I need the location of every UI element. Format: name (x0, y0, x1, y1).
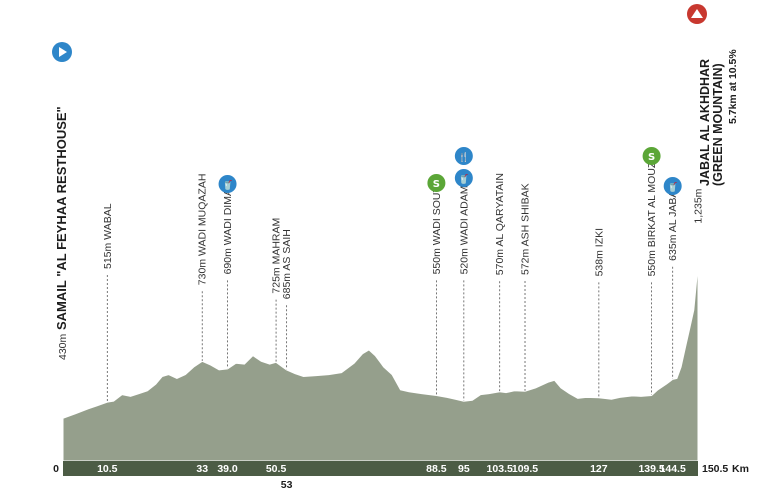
sprint-icon: S (642, 147, 661, 165)
svg-text:🥤: 🥤 (458, 173, 469, 185)
svg-text:🥤: 🥤 (222, 179, 233, 191)
svg-text:🥤: 🥤 (667, 181, 678, 193)
km-tick-label: 33 (196, 463, 208, 475)
food-icon: 🍴 (454, 147, 473, 165)
feed-zone-icon: 🥤 (663, 177, 682, 195)
km-tick-label: 0 (53, 463, 59, 475)
km-tick-label: 88.5 (426, 463, 447, 475)
sprint-icon: S (427, 174, 446, 192)
waypoint-icons: 🥤 S 🍴 🥤 S 🥤 (218, 147, 682, 195)
km-tick-label: 39.0 (217, 463, 238, 475)
km-tick-label: 150.5 (702, 463, 728, 475)
distance-axis-bar (63, 461, 698, 476)
start-marker: SAMAIL "AL FEYHAA RESTHOUSE" 430m (52, 42, 72, 360)
waypoint-label: 690m WADI DIMA (222, 189, 234, 274)
waypoint-label: 685m AS SAIH (281, 229, 293, 299)
waypoint-label: 725m MAHRAM (271, 218, 283, 294)
mountain-icon (691, 9, 703, 18)
svg-text:S: S (648, 152, 655, 163)
waypoint-label: 550m WADI SOUT (431, 186, 443, 275)
waypoint-label: 550m BIRKAT AL MOUZ (646, 161, 658, 276)
feed-zone-icon: 🥤 (218, 175, 237, 193)
finish-location-sublabel: (GREEN MOUNTAIN) (711, 63, 725, 186)
finish-marker: JABAL AL AKHDHAR (GREEN MOUNTAIN) 5.7km … (687, 4, 739, 186)
waypoint-label: 520m WADI ADAM (458, 186, 470, 275)
start-altitude-label: 430m (57, 333, 69, 360)
elevation-profile-area (62, 265, 699, 462)
km-tick-label: 127 (590, 463, 608, 475)
waypoint-label: 538m IZKI (593, 228, 605, 276)
feed-zone-icon: 🥤 (454, 169, 473, 187)
km-tick-label: 95 (458, 463, 470, 475)
km-tick-label: 109.5 (512, 463, 538, 475)
svg-text:🍴: 🍴 (458, 151, 469, 163)
waypoint-label: 515m WABAL (102, 203, 114, 269)
waypoint-label: 570m AL QARYATAIN (494, 173, 506, 275)
distance-unit-label: Km (732, 463, 749, 475)
km-tick-label: 103.5 (487, 463, 513, 475)
km-tick-label: 50.5 (266, 463, 287, 475)
distance-tick-labels: 0 10.5 33 39.0 50.5 53 88.5 95 103.5 109.5 127 139.… (53, 463, 728, 488)
km-tick-label: 144.5 (660, 463, 686, 475)
finish-location-label: JABAL AL AKHDHAR (698, 59, 712, 186)
svg-text:S: S (433, 179, 440, 190)
waypoint-label: 730m WADI MUQAZAH (197, 174, 209, 286)
waypoint-label: 1,235m (693, 188, 705, 223)
waypoint-label: 635m AL JABAL (667, 185, 679, 261)
play-icon (59, 47, 67, 57)
waypoint-labels: 515m WABAL 730m WADI MUQAZAH 690m WADI DIM… (102, 161, 705, 299)
start-location-label: SAMAIL "AL FEYHAA RESTHOUSE" (54, 106, 69, 330)
km-tick-label: 53 (281, 479, 293, 488)
finish-climb-label: 5.7km at 10.5% (727, 49, 739, 124)
waypoint-label: 572m ASH SHIBAK (520, 183, 532, 275)
km-tick-label: 10.5 (97, 463, 118, 475)
km-tick-label: 139.5 (638, 463, 664, 475)
